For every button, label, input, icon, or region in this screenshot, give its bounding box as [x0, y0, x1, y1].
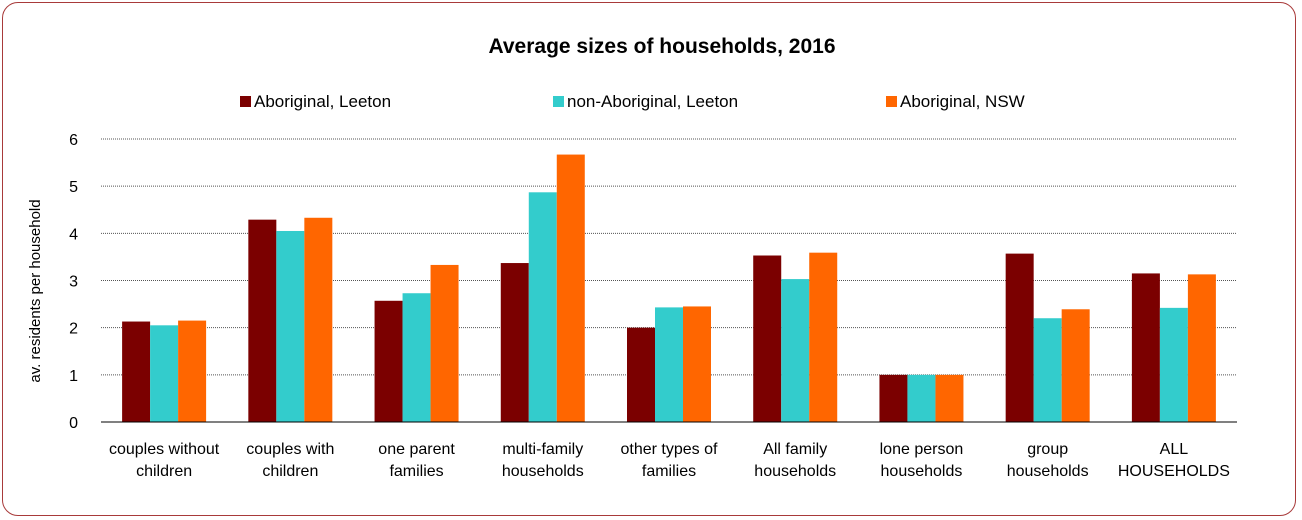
- bar: [150, 325, 179, 422]
- legend-swatch: [553, 96, 564, 107]
- category-label: households: [1007, 463, 1089, 480]
- bar: [879, 374, 908, 422]
- category-label: other types of: [621, 441, 719, 458]
- bar: [1033, 318, 1062, 422]
- bar: [683, 306, 711, 422]
- y-axis-ticks: 0 1 2 3 4 5 6: [69, 132, 78, 432]
- category-label: one parent: [378, 441, 455, 458]
- category-labels: couples without children couples with child…: [109, 441, 1230, 480]
- bar: [1187, 274, 1216, 422]
- y-tick-label: 6: [69, 132, 78, 149]
- bar: [276, 230, 305, 422]
- bar: [935, 374, 964, 422]
- bar: [430, 264, 459, 422]
- y-tick-label: 0: [69, 415, 78, 432]
- bar: [1061, 309, 1090, 422]
- y-tick-label: 5: [69, 179, 78, 196]
- legend-label: Aboriginal, Leeton: [254, 92, 391, 111]
- category-label: households: [881, 463, 963, 480]
- bar: [304, 217, 333, 422]
- bar: [528, 192, 557, 422]
- y-tick-label: 1: [69, 368, 78, 385]
- category-label: families: [389, 463, 443, 480]
- legend-swatch: [886, 96, 897, 107]
- category-label: ALL: [1160, 441, 1189, 458]
- category-label: couples without: [109, 441, 220, 458]
- y-tick-label: 3: [69, 274, 78, 291]
- bar: [781, 279, 810, 422]
- bar: [1131, 273, 1160, 422]
- bar: [655, 307, 683, 422]
- category-label: children: [136, 463, 192, 480]
- bar: [1159, 307, 1188, 422]
- category-label: multi-family: [502, 441, 583, 458]
- bar: [907, 374, 936, 422]
- bars: [122, 154, 1216, 422]
- category-label: couples with: [246, 441, 334, 458]
- bar: [500, 263, 529, 422]
- category-label: families: [642, 463, 696, 480]
- category-label: lone person: [880, 441, 964, 458]
- category-label: households: [754, 463, 836, 480]
- bar: [627, 327, 655, 422]
- chart-title: Average sizes of households, 2016: [488, 35, 835, 58]
- bar: [809, 252, 838, 422]
- legend-label: Aboriginal, NSW: [900, 92, 1025, 111]
- y-tick-label: 4: [69, 226, 78, 243]
- bar: [178, 320, 207, 422]
- legend-swatch: [240, 96, 251, 107]
- category-label: children: [262, 463, 318, 480]
- y-axis-label: av. residents per household: [27, 199, 44, 382]
- bar: [753, 255, 782, 422]
- legend-label: non-Aboriginal, Leeton: [567, 92, 738, 111]
- bar: [374, 300, 403, 422]
- bar: [248, 219, 277, 422]
- category-label: HOUSEHOLDS: [1118, 463, 1230, 480]
- bar: [122, 321, 151, 422]
- bar: [1005, 253, 1034, 422]
- bar: [402, 293, 431, 422]
- category-label: All family: [763, 441, 827, 458]
- legend: Aboriginal, Leeton non-Aboriginal, Leeton…: [240, 92, 1025, 111]
- category-label: households: [502, 463, 584, 480]
- bar: [556, 154, 585, 422]
- category-label: group: [1027, 441, 1068, 458]
- y-tick-label: 2: [69, 321, 78, 338]
